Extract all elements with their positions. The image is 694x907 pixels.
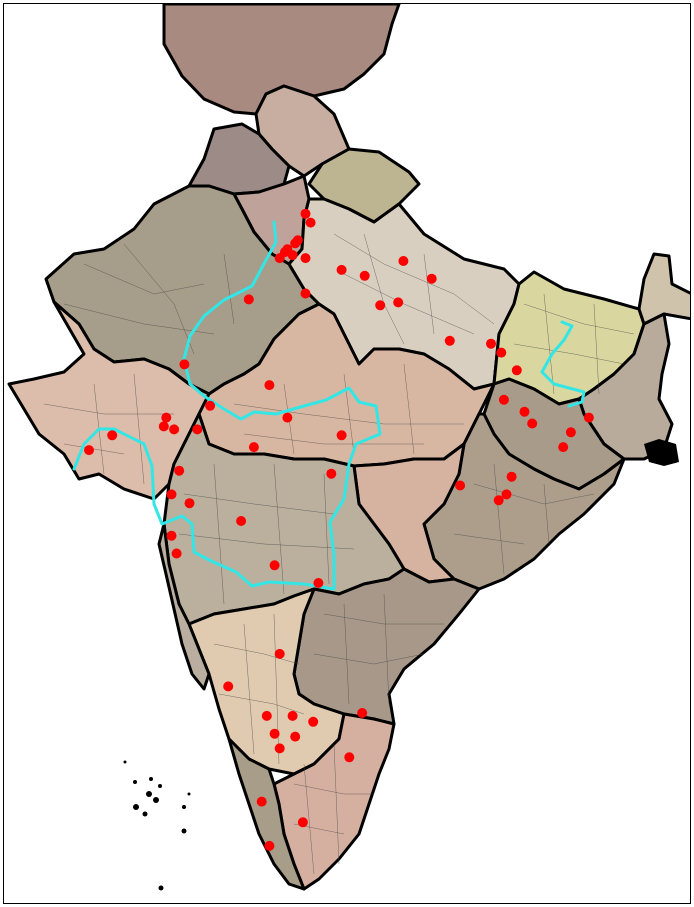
location-marker[interactable]: [305, 217, 316, 228]
location-marker[interactable]: [444, 335, 455, 346]
regions-layer: [7, 4, 690, 891]
location-marker[interactable]: [223, 681, 234, 692]
location-marker[interactable]: [179, 359, 190, 370]
location-marker[interactable]: [84, 445, 94, 456]
island: [153, 797, 159, 803]
location-marker[interactable]: [261, 710, 272, 721]
district-boundary: [313, 593, 444, 705]
location-marker[interactable]: [158, 421, 169, 432]
location-marker[interactable]: [506, 471, 517, 482]
location-marker[interactable]: [243, 294, 254, 305]
district-boundary: [293, 743, 374, 875]
region-northeast: [637, 252, 690, 326]
location-marker[interactable]: [282, 412, 293, 423]
location-marker[interactable]: [292, 235, 303, 246]
location-marker[interactable]: [496, 347, 507, 358]
district-lines: [43, 233, 635, 875]
island: [158, 885, 164, 891]
location-marker[interactable]: [300, 288, 311, 299]
location-marker[interactable]: [287, 710, 298, 721]
location-marker[interactable]: [171, 548, 182, 559]
location-marker[interactable]: [166, 489, 177, 500]
island: [187, 792, 191, 796]
location-marker[interactable]: [344, 752, 355, 763]
location-marker[interactable]: [359, 270, 370, 281]
location-marker[interactable]: [205, 400, 216, 411]
location-marker[interactable]: [398, 256, 409, 266]
region-kerala: [227, 737, 306, 891]
location-marker[interactable]: [184, 498, 195, 509]
location-marker[interactable]: [169, 424, 180, 435]
island: [123, 760, 127, 764]
location-marker[interactable]: [583, 412, 594, 423]
island: [146, 791, 152, 797]
location-marker[interactable]: [107, 430, 118, 441]
routes-layer: [72, 220, 586, 591]
location-marker[interactable]: [393, 297, 404, 308]
region-goa-konkan: [157, 522, 211, 691]
district-boundary: [333, 233, 495, 345]
location-marker[interactable]: [287, 250, 298, 261]
region-karnataka: [187, 587, 346, 776]
island: [133, 804, 139, 810]
island: [149, 777, 153, 781]
region-tamil-nadu: [272, 712, 396, 891]
location-marker[interactable]: [236, 516, 247, 526]
location-marker[interactable]: [498, 394, 509, 405]
location-marker[interactable]: [174, 465, 185, 476]
district-boundary: [213, 613, 305, 765]
route-west: [72, 220, 382, 591]
location-marker[interactable]: [519, 406, 530, 417]
location-marker[interactable]: [375, 300, 386, 311]
location-marker[interactable]: [269, 560, 280, 571]
location-marker[interactable]: [336, 264, 347, 275]
location-marker[interactable]: [336, 430, 347, 441]
location-marker[interactable]: [486, 338, 496, 349]
district-boundary: [63, 243, 235, 355]
district-boundary: [453, 463, 595, 575]
location-marker[interactable]: [300, 253, 311, 264]
location-marker[interactable]: [501, 489, 512, 500]
location-marker[interactable]: [357, 708, 368, 718]
location-marker[interactable]: [161, 412, 172, 423]
district-boundary: [43, 373, 174, 485]
island: [158, 784, 162, 788]
island: [644, 439, 679, 466]
location-marker[interactable]: [313, 578, 324, 588]
island: [181, 828, 187, 834]
district-boundary: [178, 463, 355, 605]
location-marker[interactable]: [192, 424, 203, 435]
location-marker[interactable]: [290, 731, 301, 742]
location-marker[interactable]: [264, 840, 275, 851]
islands-layer: [123, 439, 679, 891]
location-marker[interactable]: [274, 253, 285, 264]
india-map[interactable]: [4, 4, 691, 904]
island: [182, 805, 186, 809]
location-marker[interactable]: [274, 743, 285, 754]
location-marker[interactable]: [269, 728, 280, 739]
location-marker[interactable]: [493, 495, 504, 506]
location-marker[interactable]: [166, 530, 177, 541]
map-frame: [3, 3, 691, 904]
district-boundary: [513, 293, 635, 395]
location-marker[interactable]: [426, 273, 437, 284]
location-marker[interactable]: [326, 468, 337, 479]
location-marker[interactable]: [300, 208, 311, 219]
location-marker[interactable]: [308, 716, 319, 727]
location-marker[interactable]: [511, 365, 522, 376]
location-marker[interactable]: [274, 648, 285, 659]
location-marker[interactable]: [256, 796, 267, 807]
location-marker[interactable]: [297, 817, 308, 828]
island: [142, 811, 148, 817]
island: [133, 780, 137, 784]
location-marker[interactable]: [558, 442, 569, 453]
location-marker[interactable]: [565, 427, 576, 438]
location-marker[interactable]: [455, 480, 466, 491]
location-marker[interactable]: [527, 418, 538, 429]
region-gujarat: [7, 300, 211, 501]
location-marker[interactable]: [248, 442, 259, 453]
markers-layer: [84, 208, 594, 851]
route-east: [540, 320, 586, 408]
location-marker[interactable]: [264, 380, 275, 391]
